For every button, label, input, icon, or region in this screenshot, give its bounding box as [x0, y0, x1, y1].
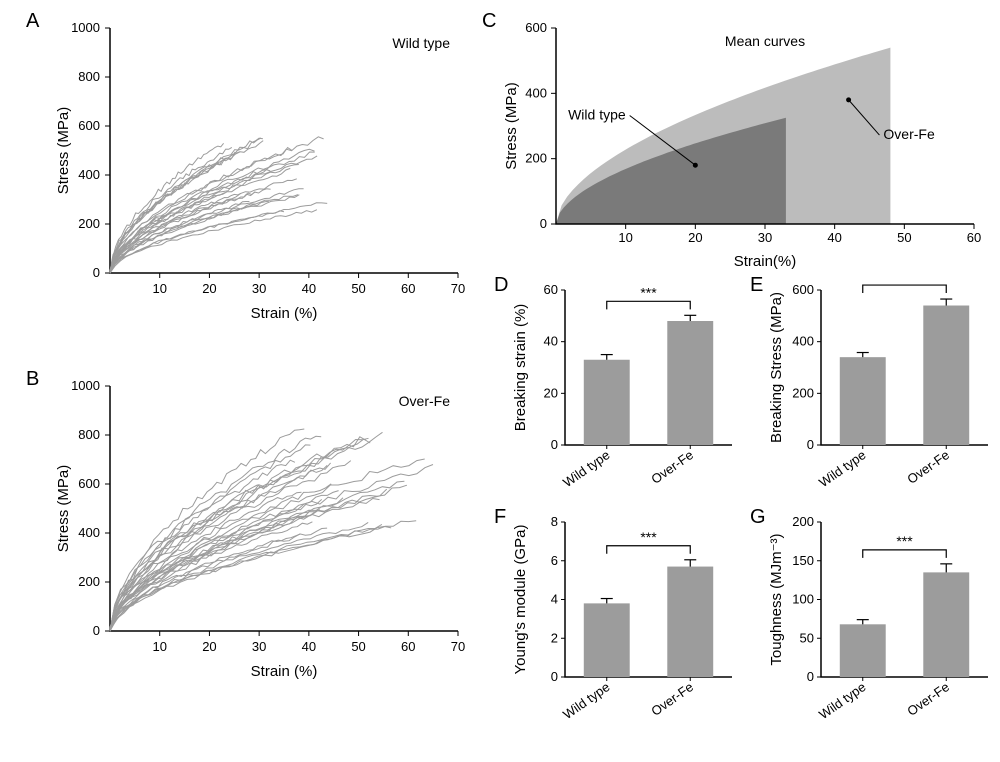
panel-f: 0 2 4 6 8 Young's module (GPa) Wild type Over-F… [510, 514, 740, 739]
svg-text:Breaking Stress (MPa): Breaking Stress (MPa) [768, 292, 785, 443]
svg-text:1000: 1000 [71, 20, 100, 35]
svg-text:20: 20 [202, 281, 216, 296]
svg-text:Strain(%): Strain(%) [734, 253, 797, 270]
svg-text:150: 150 [792, 553, 814, 568]
svg-text:200: 200 [525, 151, 547, 166]
svg-text:60: 60 [401, 639, 415, 654]
panel-g: 0 50 100 150 200 Toughness (MJm⁻³) Wild type Ov… [766, 514, 996, 739]
svg-text:2: 2 [551, 630, 558, 645]
svg-text:Over-Fe: Over-Fe [648, 447, 696, 487]
svg-text:0: 0 [551, 669, 558, 684]
svg-text:50: 50 [800, 630, 814, 645]
svg-text:Wild type: Wild type [816, 679, 868, 722]
svg-text:60: 60 [544, 282, 558, 297]
svg-text:0: 0 [807, 669, 814, 684]
svg-text:70: 70 [451, 281, 465, 296]
svg-text:70: 70 [451, 639, 465, 654]
svg-text:600: 600 [792, 282, 814, 297]
svg-text:Over-Fe: Over-Fe [399, 393, 451, 409]
svg-text:Strain (%): Strain (%) [251, 305, 318, 322]
svg-text:***: *** [640, 529, 657, 545]
svg-text:Young's module (GPa): Young's module (GPa) [512, 525, 529, 675]
svg-text:Strain (%): Strain (%) [251, 663, 318, 680]
svg-text:200: 200 [78, 216, 100, 231]
svg-text:0: 0 [807, 437, 814, 452]
svg-text:Mean curves: Mean curves [725, 33, 805, 49]
svg-text:60: 60 [967, 230, 981, 245]
svg-text:30: 30 [252, 639, 266, 654]
svg-text:Over-Fe: Over-Fe [883, 126, 935, 142]
svg-text:20: 20 [202, 639, 216, 654]
svg-text:600: 600 [525, 20, 547, 35]
svg-text:***: *** [896, 282, 913, 284]
svg-text:200: 200 [792, 385, 814, 400]
panel-a: 10 20 30 40 50 60 70 0 200 400 600 800 1000 Strain (%… [50, 18, 470, 328]
svg-text:Over-Fe: Over-Fe [648, 679, 696, 719]
svg-text:0: 0 [551, 437, 558, 452]
svg-text:Over-Fe: Over-Fe [904, 447, 952, 487]
svg-text:40: 40 [302, 639, 316, 654]
svg-text:800: 800 [78, 427, 100, 442]
svg-text:10: 10 [152, 281, 166, 296]
panel-d: 0 20 40 60 Breaking strain (%) Wild type Over-… [510, 282, 740, 507]
panel-g-label: G [750, 506, 766, 529]
svg-text:0: 0 [93, 265, 100, 280]
svg-text:Stress (MPa): Stress (MPa) [55, 465, 72, 553]
svg-text:400: 400 [525, 85, 547, 100]
svg-text:Wild type: Wild type [816, 447, 868, 490]
svg-text:***: *** [640, 284, 657, 300]
svg-text:10: 10 [152, 639, 166, 654]
svg-text:50: 50 [351, 639, 365, 654]
panel-d-label: D [494, 274, 508, 297]
svg-text:40: 40 [302, 281, 316, 296]
svg-text:30: 30 [758, 230, 772, 245]
svg-text:10: 10 [618, 230, 632, 245]
svg-text:Toughness (MJm⁻³): Toughness (MJm⁻³) [768, 533, 785, 665]
svg-text:400: 400 [78, 167, 100, 182]
svg-text:400: 400 [792, 334, 814, 349]
panel-c: 1020304050600200400600Strain(%)Stress (M… [498, 18, 986, 276]
svg-text:Wild type: Wild type [568, 106, 626, 122]
svg-text:1000: 1000 [71, 378, 100, 393]
figure: A 1020304050607002004006008001000Strain … [10, 10, 990, 752]
svg-text:30: 30 [252, 281, 266, 296]
svg-text:100: 100 [792, 592, 814, 607]
svg-text:6: 6 [551, 553, 558, 568]
svg-text:400: 400 [78, 525, 100, 540]
panel-f-label: F [494, 506, 506, 529]
panel-e: 0 200 400 600 Breaking Stress (MPa) Wild type… [766, 282, 996, 507]
svg-text:60: 60 [401, 281, 415, 296]
panel-e-label: E [750, 274, 763, 297]
svg-text:20: 20 [688, 230, 702, 245]
svg-text:Stress (MPa): Stress (MPa) [55, 107, 72, 195]
panel-c-label: C [482, 10, 496, 33]
svg-text:8: 8 [551, 514, 558, 529]
svg-text:800: 800 [78, 69, 100, 84]
svg-text:40: 40 [544, 334, 558, 349]
panel-a-label: A [26, 10, 39, 33]
svg-text:Over-Fe: Over-Fe [904, 679, 952, 719]
svg-text:Wild type: Wild type [560, 447, 612, 490]
svg-text:50: 50 [351, 281, 365, 296]
svg-text:20: 20 [544, 385, 558, 400]
svg-text:0: 0 [93, 623, 100, 638]
panel-b: 10 20 30 40 50 60 70 0 200 400 600 800 1000 Strain (%… [50, 376, 470, 686]
svg-text:40: 40 [827, 230, 841, 245]
svg-text:600: 600 [78, 118, 100, 133]
svg-text:50: 50 [897, 230, 911, 245]
svg-text:Stress (MPa): Stress (MPa) [503, 82, 520, 170]
svg-text:200: 200 [78, 574, 100, 589]
svg-text:Breaking strain (%): Breaking strain (%) [512, 304, 529, 432]
svg-text:200: 200 [792, 514, 814, 529]
svg-text:***: *** [896, 533, 913, 549]
svg-text:Wild type: Wild type [560, 679, 612, 722]
svg-text:Wild type: Wild type [392, 35, 450, 51]
svg-text:600: 600 [78, 476, 100, 491]
svg-text:4: 4 [551, 592, 558, 607]
svg-text:0: 0 [540, 216, 547, 231]
panel-b-label: B [26, 368, 39, 391]
